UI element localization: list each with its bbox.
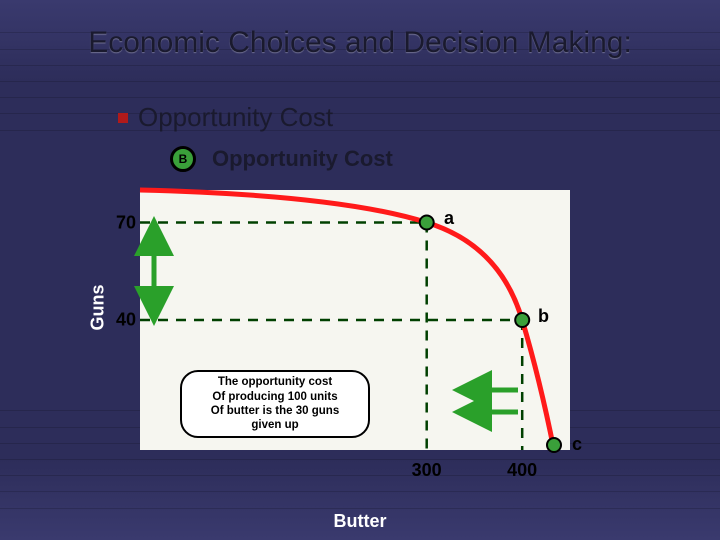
badge-b-icon: B	[170, 146, 196, 172]
label-a: a	[444, 208, 454, 229]
subhead-row: B Opportunity Cost	[170, 146, 393, 172]
page-title: Economic Choices and Decision Making:	[0, 26, 720, 60]
x-axis-label: Butter	[0, 511, 720, 532]
slide: Economic Choices and Decision Making: Op…	[0, 0, 720, 540]
caption-box: The opportunity costOf producing 100 uni…	[180, 370, 370, 438]
bullet-row: Opportunity Cost	[118, 102, 333, 133]
label-b: b	[538, 306, 549, 327]
bullet-text: Opportunity Cost	[138, 102, 333, 133]
point-c	[547, 438, 561, 452]
xtick-300: 300	[412, 460, 442, 481]
bullet-square-icon	[118, 113, 128, 123]
point-a	[420, 216, 434, 230]
point-b	[515, 313, 529, 327]
xtick-400: 400	[507, 460, 537, 481]
ytick-40: 40	[96, 310, 136, 331]
subhead-text: Opportunity Cost	[212, 146, 393, 172]
caption-text: The opportunity costOf producing 100 uni…	[211, 375, 339, 433]
ytick-70: 70	[96, 212, 136, 233]
label-c: c	[572, 434, 582, 455]
